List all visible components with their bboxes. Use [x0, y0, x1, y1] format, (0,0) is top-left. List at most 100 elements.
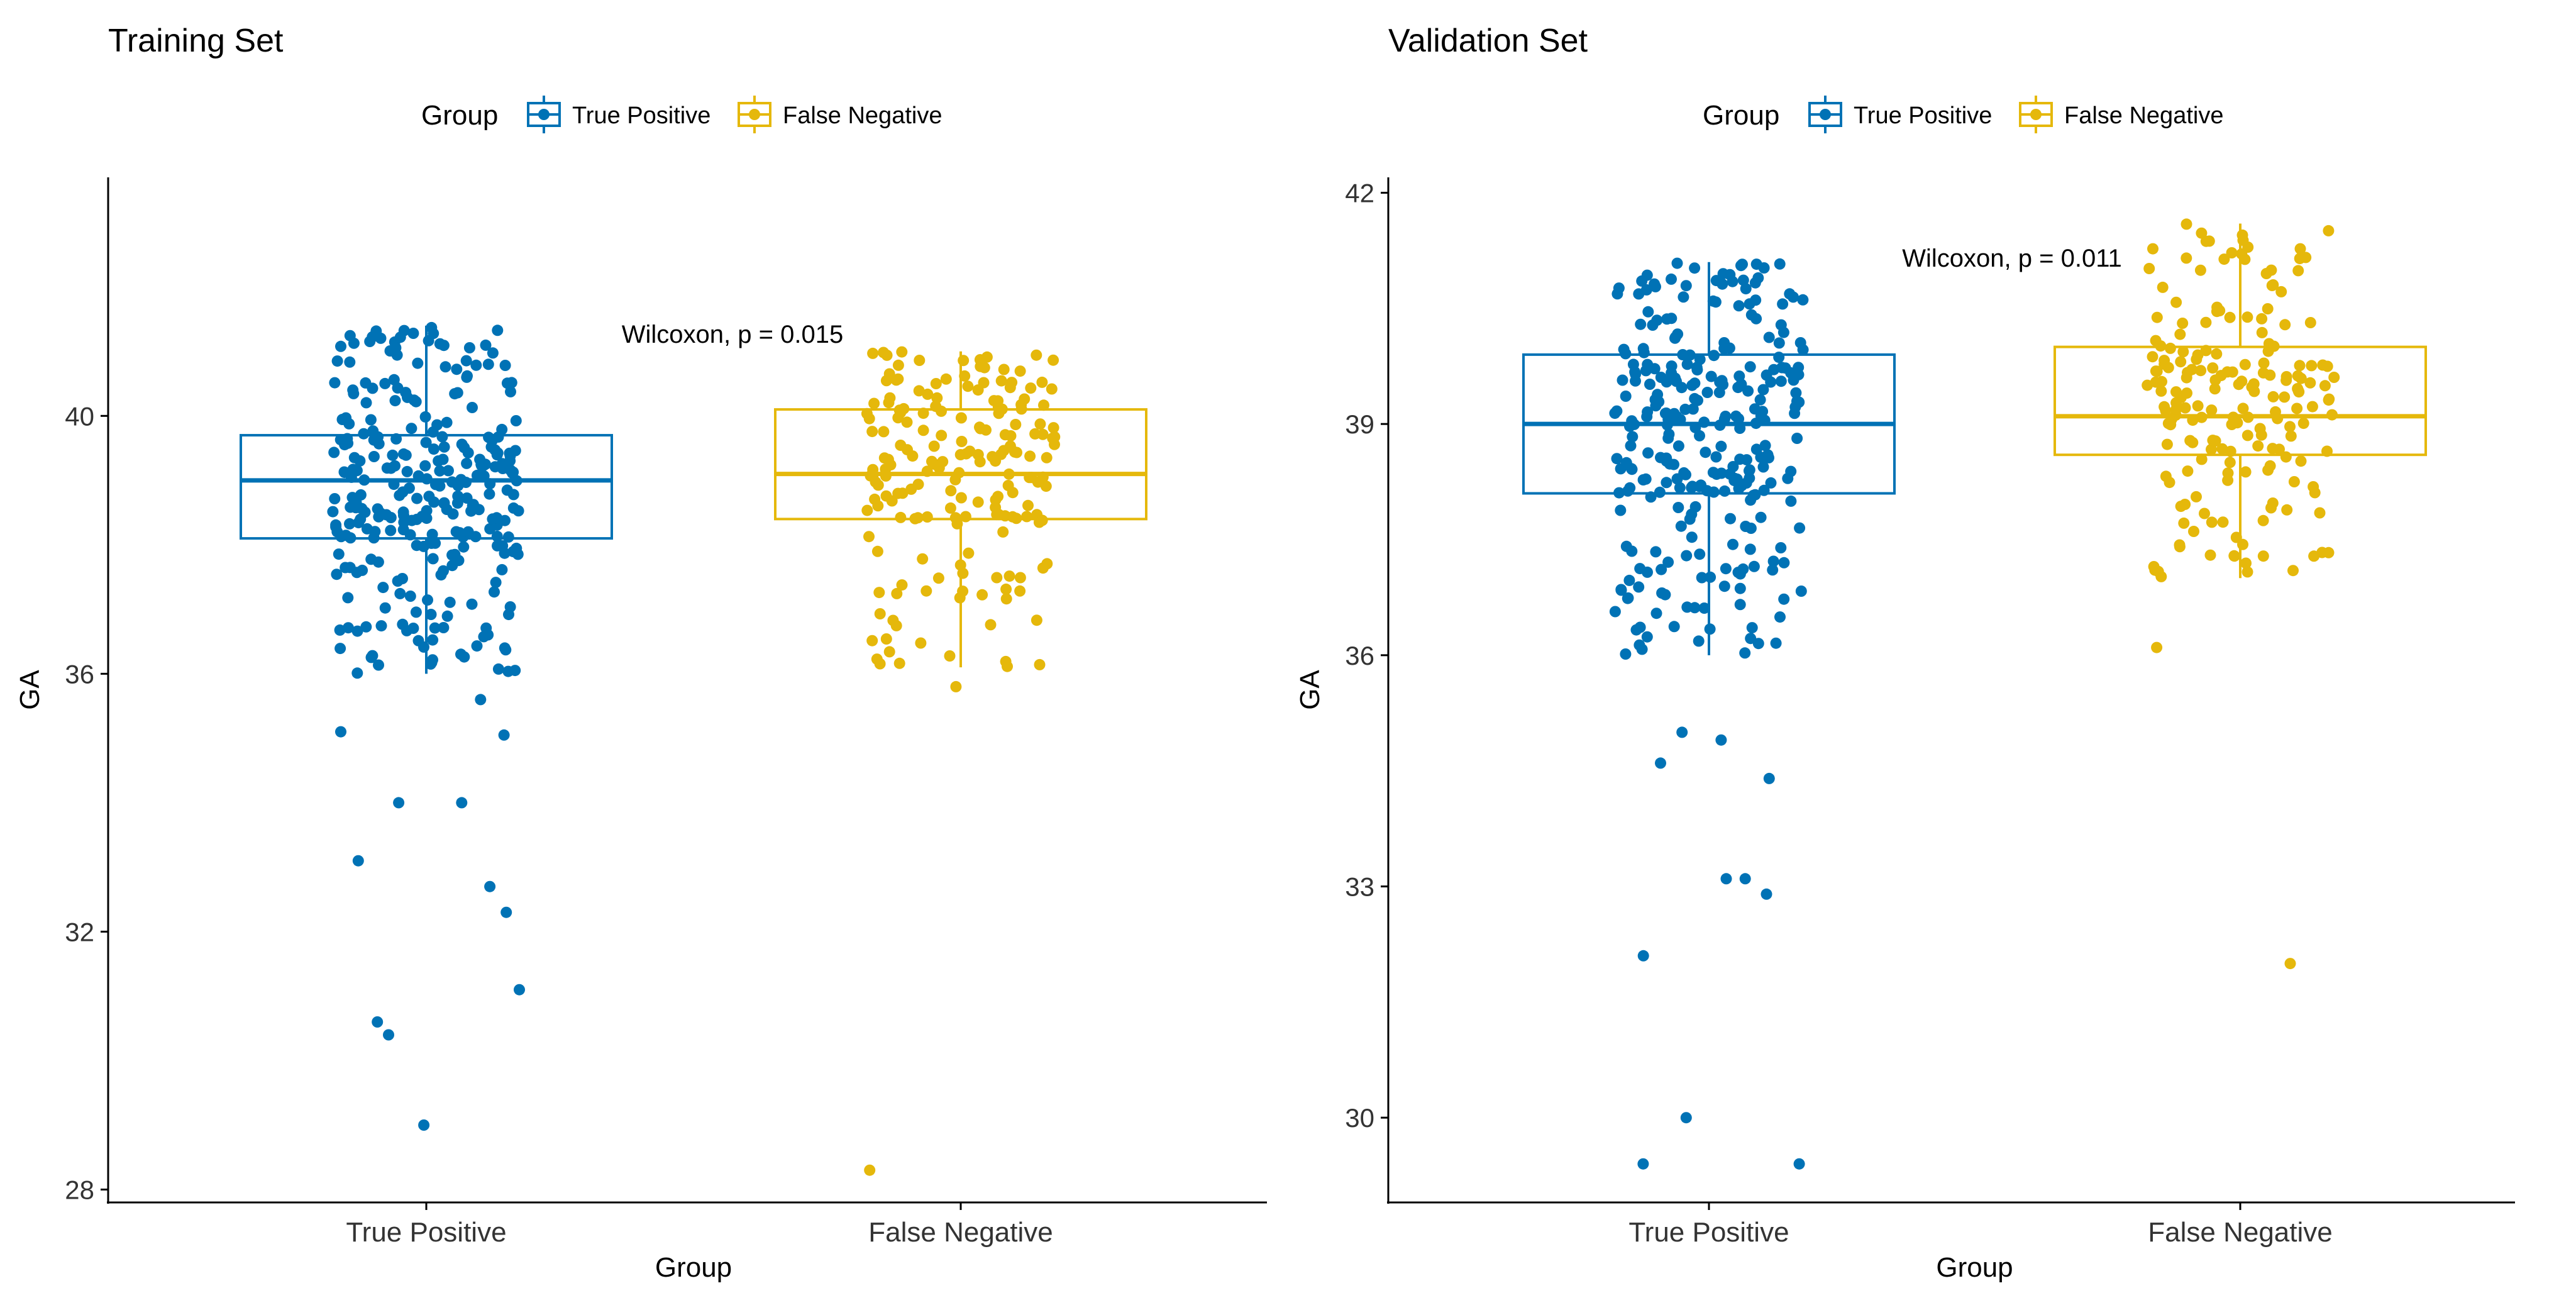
data-point	[511, 475, 522, 487]
data-point	[1704, 623, 1716, 635]
data-point	[963, 547, 975, 559]
data-point	[2143, 263, 2155, 274]
data-point	[373, 659, 384, 671]
legend: Group True Positive False Negative	[421, 96, 942, 133]
data-point	[1765, 477, 1777, 489]
data-point	[2192, 400, 2204, 412]
data-point	[981, 351, 993, 363]
data-point	[1693, 480, 1705, 492]
data-point	[428, 328, 439, 340]
data-point	[1661, 477, 1672, 489]
data-point	[401, 624, 412, 636]
data-point	[931, 392, 943, 404]
data-point	[962, 380, 974, 392]
data-point	[1754, 394, 1766, 406]
data-point	[1739, 647, 1751, 659]
data-point	[489, 586, 500, 598]
data-point	[1613, 487, 1625, 499]
data-point	[1757, 384, 1769, 396]
data-point	[1770, 637, 1782, 649]
data-point	[2294, 360, 2306, 372]
data-point	[345, 471, 357, 483]
data-point	[1758, 262, 1770, 274]
data-point	[2319, 380, 2331, 392]
data-point	[429, 622, 441, 634]
data-point	[438, 622, 450, 633]
data-point	[1715, 467, 1727, 479]
data-point	[958, 355, 970, 367]
data-point	[2155, 385, 2167, 397]
data-point	[2257, 514, 2269, 526]
data-point	[2196, 227, 2208, 239]
data-point	[1745, 523, 1757, 534]
data-point	[2224, 311, 2236, 323]
data-point	[1775, 319, 1787, 331]
data-point	[1650, 608, 1662, 619]
data-point	[2174, 328, 2186, 340]
data-point	[2225, 445, 2236, 457]
data-point	[2181, 252, 2192, 264]
data-point	[2281, 504, 2293, 516]
data-point	[2262, 303, 2274, 314]
data-point	[426, 528, 438, 540]
data-point	[1642, 447, 1654, 459]
data-point	[2178, 517, 2190, 529]
data-point	[341, 433, 353, 445]
data-point	[1635, 318, 1647, 330]
data-point	[1659, 408, 1671, 419]
data-point	[1664, 458, 1676, 470]
legend-entry-label: True Positive	[1854, 103, 1992, 129]
data-point	[1620, 648, 1632, 660]
data-point	[1733, 300, 1745, 312]
data-point	[956, 436, 968, 447]
data-point	[1668, 621, 1680, 633]
data-point	[2206, 516, 2218, 528]
data-point	[387, 449, 399, 461]
data-point	[505, 386, 516, 397]
data-point	[1752, 272, 1764, 284]
data-point	[398, 516, 410, 528]
data-point	[1623, 574, 1635, 586]
data-point	[368, 532, 380, 544]
data-point	[441, 610, 453, 622]
data-point	[1686, 531, 1698, 543]
data-point	[482, 358, 494, 370]
data-point	[1681, 358, 1693, 370]
data-point	[411, 513, 423, 525]
data-point	[492, 431, 504, 443]
data-point	[2231, 417, 2243, 429]
data-point	[995, 375, 1007, 387]
data-point	[2147, 243, 2159, 255]
data-point	[866, 426, 878, 438]
data-point	[2164, 342, 2176, 354]
data-point	[1010, 419, 1022, 430]
data-point	[412, 635, 424, 646]
data-point	[902, 444, 913, 456]
data-point	[2188, 526, 2199, 537]
data-point	[1031, 349, 1042, 361]
data-point	[360, 377, 372, 389]
outlier-point	[484, 880, 496, 892]
data-point	[874, 658, 886, 670]
data-point	[1642, 566, 1653, 578]
data-point	[439, 361, 451, 373]
data-point	[1022, 499, 1034, 511]
outlier-point	[1655, 757, 1666, 769]
data-point	[880, 633, 892, 645]
data-point	[2237, 402, 2249, 414]
data-point	[2328, 372, 2340, 383]
data-point	[467, 402, 478, 413]
data-point	[331, 355, 343, 367]
data-point	[499, 360, 511, 371]
data-point	[443, 465, 454, 477]
outlier-point	[1680, 1112, 1692, 1124]
y-axis-label: GA	[1295, 670, 1325, 710]
data-point	[1713, 387, 1725, 398]
data-point	[2181, 218, 2192, 230]
data-point	[1015, 403, 1027, 415]
data-point	[1719, 485, 1730, 497]
data-point	[2206, 443, 2217, 455]
data-point	[884, 392, 896, 404]
data-point	[1609, 606, 1621, 618]
